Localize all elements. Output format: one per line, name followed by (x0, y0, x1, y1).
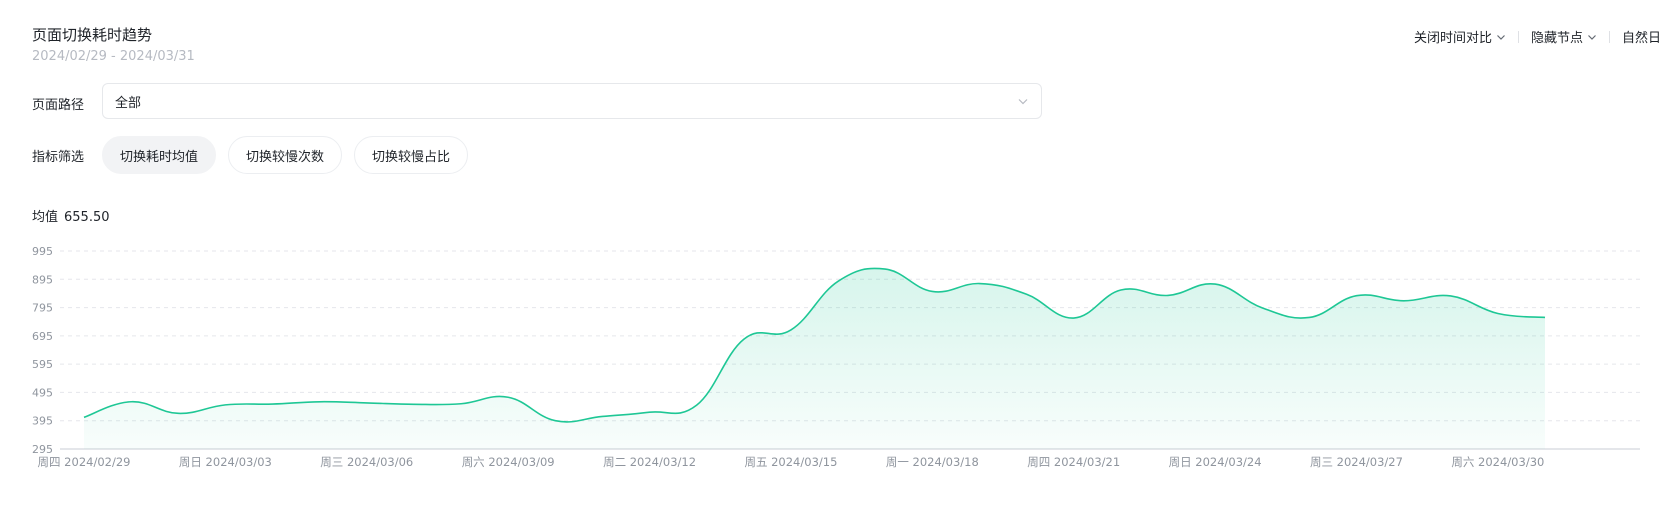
data-point[interactable] (455, 398, 467, 410)
data-point[interactable] (361, 397, 373, 409)
time-compare-label: 关闭时间对比 (1413, 31, 1492, 46)
data-point[interactable] (738, 333, 750, 345)
x-tick-label: 周日 2024/03/24 (1169, 455, 1262, 469)
page-path-value: 全部 (115, 95, 142, 111)
hide-nodes-label: 隐藏节点 (1530, 31, 1583, 46)
time-compare-dropdown[interactable]: 关闭时间对比 (1402, 27, 1518, 46)
x-tick-label: 周三 2024/03/27 (1310, 455, 1403, 469)
metric-chip-slow-count[interactable]: 切换较慢次数 (228, 136, 343, 174)
data-point[interactable] (1256, 302, 1268, 314)
chevron-down-icon (1018, 99, 1028, 105)
x-tick-label: 周六 2024/03/30 (1451, 455, 1544, 469)
data-point[interactable] (973, 278, 985, 290)
natural-day-label: 自然日 (1621, 31, 1661, 46)
data-point[interactable] (1115, 284, 1127, 296)
data-point[interactable] (502, 391, 514, 403)
metric-chip-slow-ratio[interactable]: 切换较慢占比 (354, 136, 469, 174)
x-tick-label: 周六 2024/03/09 (462, 455, 555, 469)
metric-chips: 切换耗时均值 切换较慢次数 切换较慢占比 (102, 136, 469, 174)
data-point[interactable] (785, 324, 797, 336)
series-area (84, 268, 1545, 449)
data-point[interactable] (267, 398, 279, 410)
x-tick-label: 周四 2024/03/21 (1027, 455, 1120, 469)
data-point[interactable] (691, 399, 703, 411)
x-tick-label: 周二 2024/03/12 (603, 455, 696, 469)
data-point[interactable] (1445, 290, 1457, 302)
data-point[interactable] (1350, 290, 1362, 302)
data-point[interactable] (172, 407, 184, 419)
data-point[interactable] (879, 263, 891, 275)
page-path-select[interactable]: 全部 (102, 83, 1042, 119)
trend-chart: 995 895 795 695 595 495 395 295 周四 2024/02/29 周日… (32, 245, 1640, 469)
data-point[interactable] (1398, 295, 1410, 307)
metric-chip-avg-time[interactable]: 切换耗时均值 (102, 136, 217, 174)
natural-day-dropdown[interactable]: 自然日 (1610, 27, 1665, 46)
data-point[interactable] (644, 406, 656, 418)
y-tick-label: 695 (32, 330, 53, 343)
y-tick-label: 495 (32, 386, 53, 399)
divider (1608, 30, 1610, 43)
data-point[interactable] (314, 396, 326, 408)
page-path-label: 页面路径 (32, 98, 85, 113)
chart-title: 页面切换耗时趋势 (32, 26, 153, 44)
metric-filter-label: 指标筛选 (32, 150, 85, 165)
average-value: 655.50 (64, 210, 110, 225)
y-tick-label: 295 (32, 443, 53, 456)
data-point[interactable] (832, 275, 844, 287)
average-summary: 均值 655.50 (32, 206, 110, 225)
chevron-down-icon (1588, 34, 1596, 40)
data-point[interactable] (1162, 289, 1174, 301)
data-point[interactable] (78, 411, 90, 423)
chevron-down-icon (1497, 34, 1505, 40)
series-line (83, 267, 1546, 423)
data-point[interactable] (219, 399, 231, 411)
data-point[interactable] (1303, 311, 1315, 323)
hide-nodes-dropdown[interactable]: 隐藏节点 (1519, 27, 1609, 46)
data-point[interactable] (1209, 278, 1221, 290)
top-controls: 关闭时间对比 隐藏节点 自然日 (1402, 27, 1665, 46)
y-tick-label: 395 (32, 415, 53, 428)
date-range: 2024/02/29 - 2024/03/31 (32, 49, 195, 64)
data-point[interactable] (1492, 308, 1504, 320)
data-point[interactable] (1539, 311, 1551, 323)
divider (1517, 30, 1519, 43)
x-tick-label: 周五 2024/03/15 (744, 455, 837, 469)
data-point[interactable] (1068, 312, 1080, 324)
y-tick-label: 895 (32, 273, 53, 286)
x-tick-label: 周四 2024/02/29 (38, 455, 131, 469)
data-point[interactable] (408, 398, 420, 410)
data-point[interactable] (596, 410, 608, 422)
x-tick-label: 周三 2024/03/06 (320, 455, 413, 469)
average-label: 均值 (32, 210, 59, 225)
data-point[interactable] (549, 415, 561, 427)
y-tick-label: 795 (32, 302, 53, 315)
data-point[interactable] (926, 285, 938, 297)
y-tick-label: 595 (32, 358, 53, 371)
x-tick-label: 周日 2024/03/03 (179, 455, 272, 469)
y-tick-label: 995 (32, 245, 53, 258)
data-point[interactable] (1021, 288, 1033, 300)
x-tick-label: 周一 2024/03/18 (886, 455, 979, 469)
data-point[interactable] (125, 396, 137, 408)
